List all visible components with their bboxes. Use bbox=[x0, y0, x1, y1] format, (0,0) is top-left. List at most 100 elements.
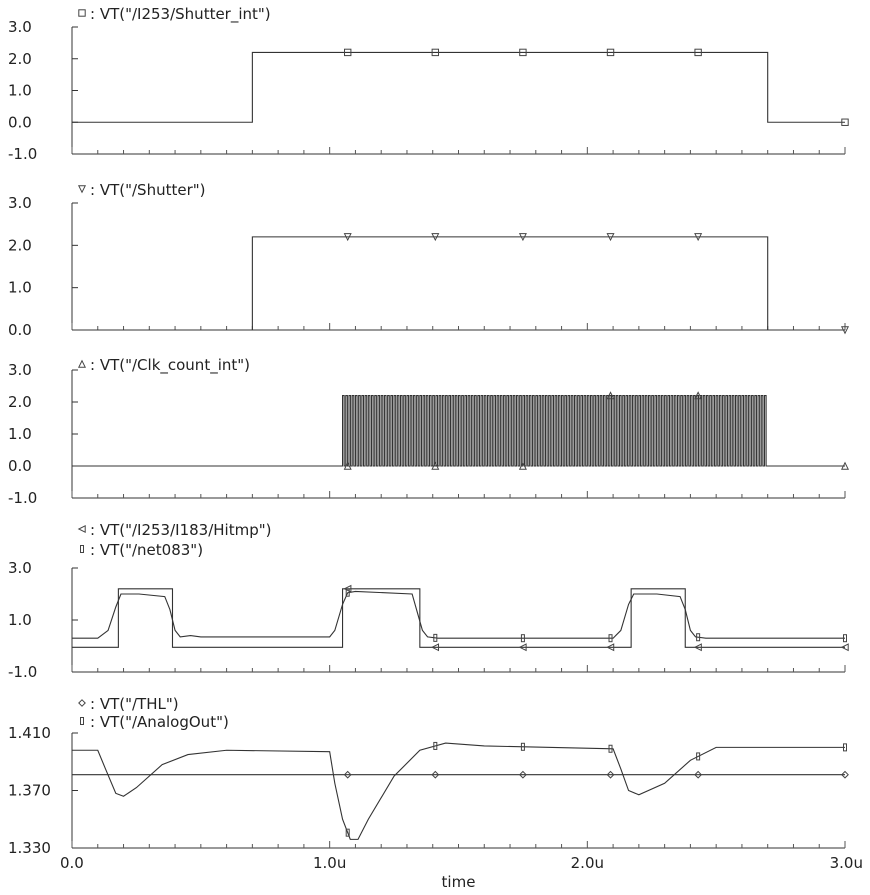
bar-marker bbox=[80, 717, 84, 725]
triangle-up-marker bbox=[518, 461, 527, 470]
bar-marker bbox=[696, 633, 701, 642]
y-tick-label: 1.0 bbox=[8, 279, 32, 297]
bar-marker bbox=[608, 634, 613, 643]
triangle-left-marker bbox=[343, 584, 352, 593]
legend-entry: : VT("/AnalogOut") bbox=[80, 713, 229, 731]
y-tick-label: -1.0 bbox=[8, 489, 37, 507]
triangle-up-marker bbox=[840, 461, 850, 470]
y-tick-label: 3.0 bbox=[8, 559, 32, 577]
triangle-up-marker bbox=[431, 461, 440, 470]
waveform-path bbox=[72, 236, 845, 331]
waveform-path bbox=[72, 590, 845, 639]
series-line bbox=[72, 233, 850, 335]
waveform-path bbox=[72, 742, 845, 840]
triangle-up-marker bbox=[343, 461, 352, 470]
y-tick-label: -1.0 bbox=[8, 663, 37, 681]
waveform-path bbox=[72, 395, 845, 467]
legend-entry: : VT("/net083") bbox=[80, 541, 203, 559]
triangle-left-marker bbox=[77, 524, 86, 534]
legend-entry: : VT("/I253/Shutter_int") bbox=[78, 5, 271, 24]
diamond-marker bbox=[694, 770, 703, 779]
bar-marker bbox=[608, 744, 613, 753]
waveform-path bbox=[72, 588, 845, 648]
bar-marker bbox=[80, 545, 84, 553]
y-tick-label: 2.0 bbox=[8, 50, 32, 68]
y-tick-label: 1.410 bbox=[8, 724, 51, 742]
triangle-down-marker bbox=[343, 233, 352, 242]
y-tick-label: 3.0 bbox=[8, 361, 32, 379]
series-line bbox=[72, 770, 849, 779]
waveform-path bbox=[72, 51, 845, 123]
panel-5: 1.410 1.370 1.330: VT("/THL"): VT("/Analog… bbox=[8, 695, 849, 857]
x-axis-title: time bbox=[442, 873, 476, 891]
panel-4: 3.0 1.0 -1.0 : VT("/I253/I183/Hitmp") : VT("… bbox=[8, 521, 849, 681]
bar-marker bbox=[520, 742, 525, 751]
legend-entry: : VT("/I253/I183/Hitmp") bbox=[77, 521, 271, 539]
bar-marker bbox=[696, 752, 701, 761]
series-markers bbox=[345, 741, 847, 837]
y-tick-label: 1.0 bbox=[8, 611, 32, 629]
triangle-down-marker bbox=[840, 326, 850, 335]
series-markers bbox=[344, 48, 849, 126]
legend-label: : VT("/I253/I183/Hitmp") bbox=[90, 521, 271, 539]
legend-entry: : VT("/THL") bbox=[78, 695, 179, 713]
square-marker bbox=[841, 118, 849, 126]
bar-marker bbox=[433, 633, 438, 642]
square-marker bbox=[344, 48, 352, 57]
series-markers bbox=[345, 588, 847, 643]
triangle-left-marker bbox=[840, 643, 849, 652]
triangle-left-marker bbox=[430, 643, 440, 652]
bar-marker bbox=[345, 828, 350, 837]
bar-marker bbox=[843, 743, 847, 752]
bar-marker bbox=[843, 634, 847, 643]
square-marker bbox=[519, 48, 527, 57]
diamond-marker bbox=[519, 770, 527, 779]
y-tick-label: 3.0 bbox=[8, 18, 32, 36]
y-tick-label: 1.0 bbox=[8, 82, 32, 100]
x-axis-labels: 0.0 1.0u 2.0u 3.0u time bbox=[60, 854, 863, 891]
bar-marker bbox=[345, 588, 350, 597]
legend-entry: : VT("/Shutter") bbox=[77, 181, 206, 199]
y-tick-label: 3.0 bbox=[8, 194, 32, 212]
legend-entry: : VT("/Clk_count_int") bbox=[77, 356, 250, 375]
y-tick-label: -1.0 bbox=[8, 145, 37, 163]
triangle-up-marker bbox=[77, 359, 87, 368]
bar-marker bbox=[520, 634, 525, 643]
legend-label: : VT("/Clk_count_int") bbox=[90, 356, 250, 375]
triangle-down-marker bbox=[431, 233, 440, 242]
y-tick-label: 0.0 bbox=[8, 321, 32, 339]
legend-label: : VT("/AnalogOut") bbox=[90, 713, 229, 731]
triangle-down-marker bbox=[606, 233, 615, 242]
triangle-left-marker bbox=[518, 643, 527, 652]
triangle-up-marker bbox=[606, 391, 615, 400]
diamond-marker bbox=[343, 770, 352, 779]
panel-3: 3.0 2.0 1.0 0.0 -1.0 : VT("/Clk_count_int") bbox=[8, 356, 850, 507]
series-line bbox=[72, 584, 849, 652]
y-tick-label: 0.0 bbox=[8, 113, 32, 131]
x-tick-label: 0.0 bbox=[60, 854, 84, 872]
bar-marker bbox=[433, 741, 438, 750]
square-marker bbox=[431, 48, 440, 57]
legend-label: : VT("/net083") bbox=[90, 541, 203, 559]
series-markers bbox=[343, 770, 849, 779]
legend-label: : VT("/Shutter") bbox=[90, 181, 206, 199]
diamond-marker bbox=[841, 770, 849, 779]
series-markers bbox=[343, 391, 850, 470]
panel-1: 3.0 2.0 1.0 0.0 -1.0 : VT("/I253/Shutter_int"… bbox=[8, 5, 849, 163]
x-tick-label: 2.0u bbox=[571, 854, 604, 872]
triangle-down-marker bbox=[694, 233, 703, 242]
series-line bbox=[72, 391, 850, 470]
triangle-left-marker bbox=[693, 643, 702, 652]
series-line bbox=[72, 588, 847, 643]
series-line bbox=[72, 741, 847, 840]
y-tick-label: 1.0 bbox=[8, 425, 32, 443]
panel-2: 3.0 2.0 1.0 0.0: VT("/Shutter") bbox=[8, 181, 850, 339]
square-marker bbox=[606, 48, 615, 57]
square-marker bbox=[694, 48, 702, 57]
diamond-marker bbox=[431, 770, 440, 779]
diamond-marker bbox=[78, 699, 86, 707]
y-tick-label: 2.0 bbox=[8, 393, 32, 411]
square-marker bbox=[78, 9, 86, 17]
legend-label: : VT("/I253/Shutter_int") bbox=[90, 5, 271, 24]
y-tick-label: 0.0 bbox=[8, 457, 32, 475]
